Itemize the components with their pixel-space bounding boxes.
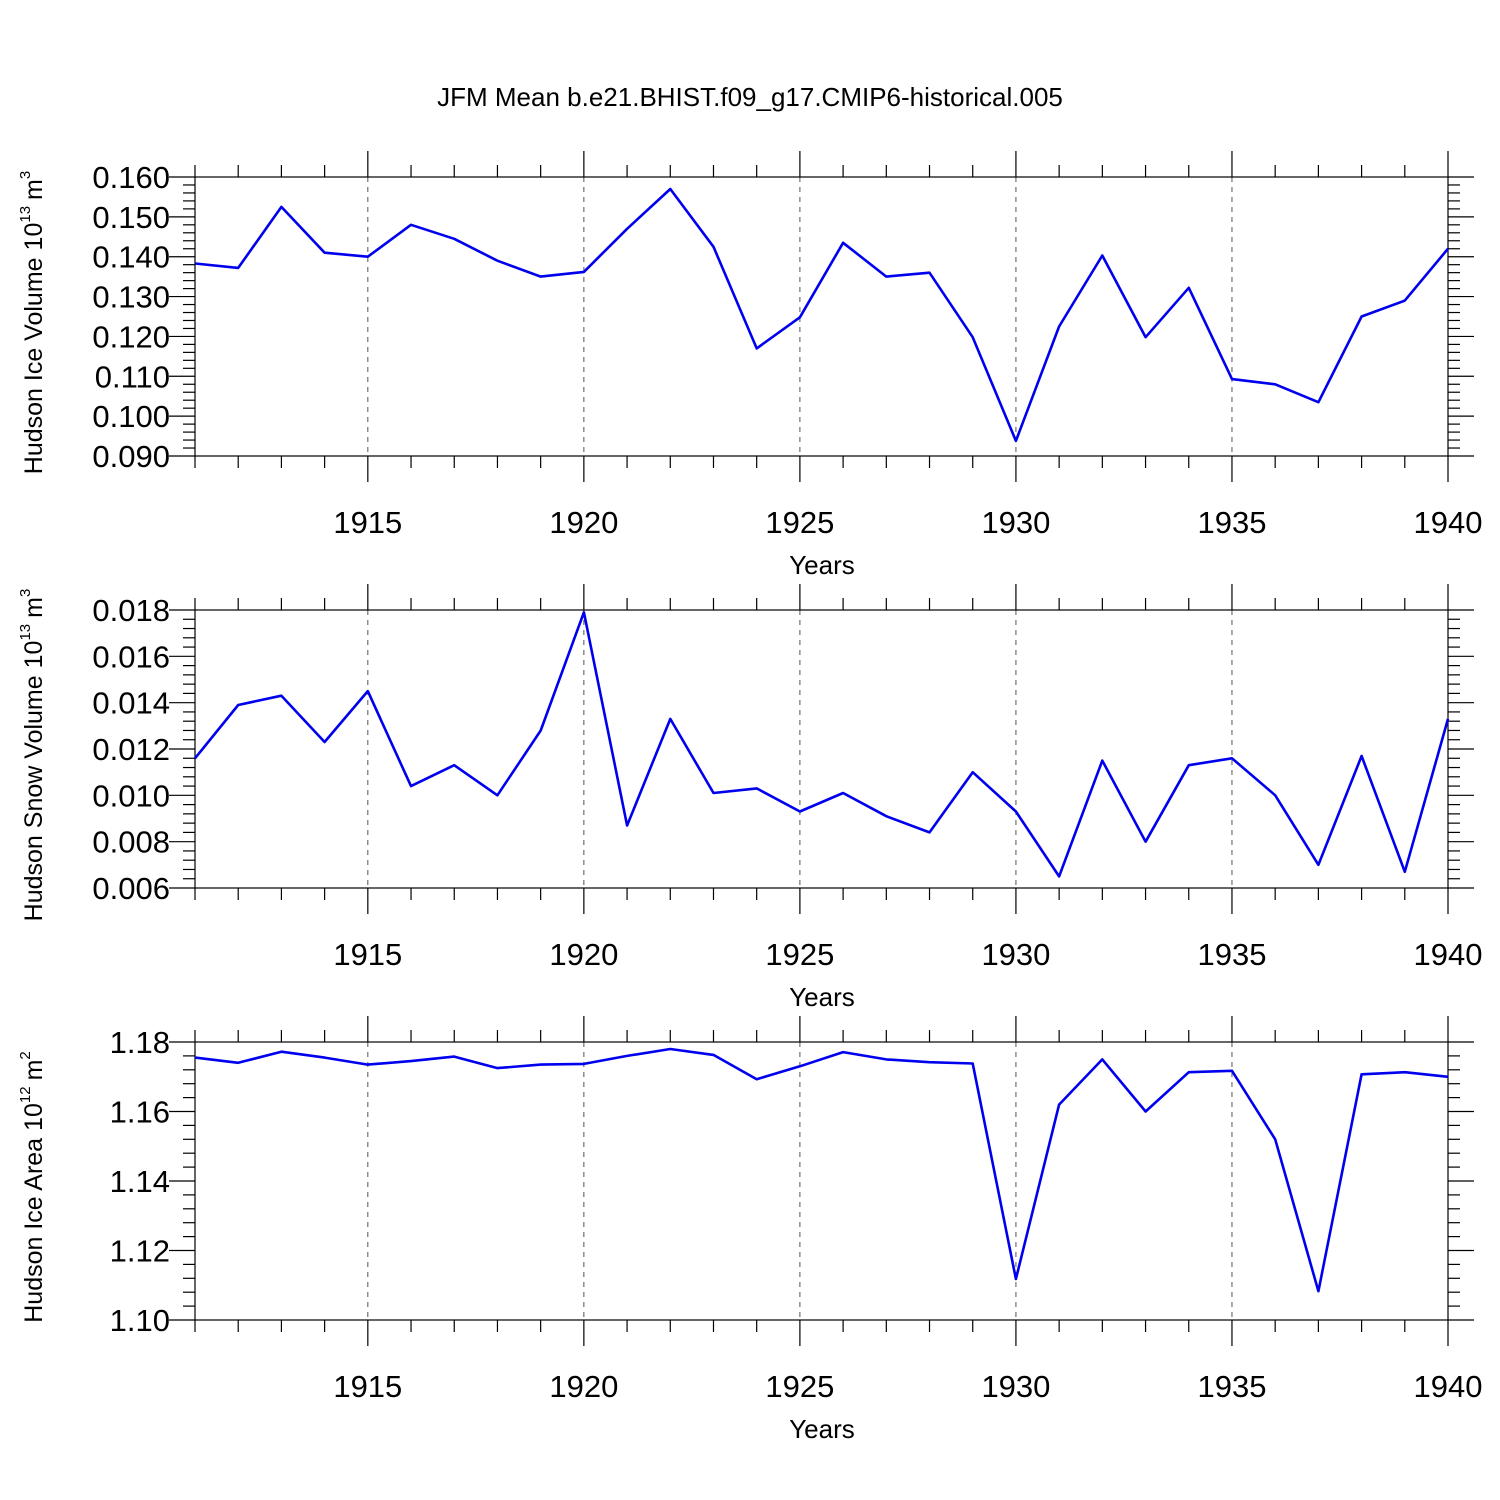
y-unit-exponent: 13 (17, 206, 34, 223)
chart-title: JFM Mean b.e21.BHIST.f09_g17.CMIP6-histo… (437, 82, 1063, 112)
x-tick-label: 1925 (765, 937, 834, 972)
y-axis-label: Hudson Snow Volume 1013 m3 (17, 589, 48, 922)
y-unit-power: 3 (17, 589, 34, 597)
x-tick-label: 1925 (765, 505, 834, 540)
x-tick-label: 1935 (1197, 937, 1266, 972)
y-tick-label: 0.110 (95, 359, 170, 394)
series-line-ice-area (194, 1047, 1449, 1293)
x-tick-label: 1940 (1414, 505, 1483, 540)
x-tick-label: 1935 (1197, 505, 1266, 540)
series-line-snow-volume (193, 610, 1450, 878)
plot-frame (194, 609, 1449, 889)
y-unit-power: 3 (17, 171, 34, 179)
y-tick-label: 0.150 (92, 200, 170, 235)
y-tick-label: 0.012 (92, 732, 170, 767)
x-tick-label: 1940 (1414, 937, 1483, 972)
y-unit-power: 2 (17, 1051, 34, 1059)
x-axis-label: Years (789, 982, 855, 1012)
series-line-ice-volume (194, 187, 1449, 443)
x-tick-label: 1925 (765, 1369, 834, 1404)
y-tick-label: 1.16 (110, 1095, 170, 1130)
x-tick-label: 1930 (981, 937, 1050, 972)
y-unit: m (20, 1060, 48, 1081)
x-tick-label: 1915 (333, 505, 402, 540)
y-tick-label: 1.18 (110, 1025, 170, 1060)
y-tick-label: 1.12 (110, 1234, 170, 1269)
y-tick-label: 0.090 (92, 439, 170, 474)
panel-ice-area: 1.10 1.12 1.14 1.16 1.18 1915 1920 1925 1930 1935… (17, 1016, 1482, 1444)
y-tick-label: 0.008 (92, 825, 170, 860)
y-tick-label: 1.14 (110, 1164, 170, 1199)
x-tick-label: 1920 (549, 1369, 618, 1404)
y-axis-label-text: Hudson Snow Volume (20, 675, 48, 921)
y-tick-label: 0.018 (92, 593, 170, 628)
panel-ice-volume: 0.090 0.100 0.110 0.120 0.130 0.140 0.150 0.160… (17, 151, 1482, 580)
y-tick-label: 0.140 (92, 240, 170, 275)
y-tick-label: 0.006 (92, 871, 170, 906)
x-tick-label: 1930 (981, 505, 1050, 540)
y-axis-label: Hudson Ice Volume 1013 m3 (17, 171, 48, 474)
y-unit-base: 10 (20, 1103, 48, 1131)
y-axis-label: Hudson Ice Area 1012 m2 (17, 1051, 48, 1323)
y-unit: m (20, 179, 48, 200)
panel-snow-volume: 0.006 0.008 0.010 0.012 0.014 0.016 0.018 1915 1… (17, 584, 1482, 1012)
y-tick-label: 0.100 (92, 399, 170, 434)
y-tick-label: 1.10 (110, 1303, 170, 1338)
x-tick-label: 1920 (549, 937, 618, 972)
x-tick-label: 1935 (1197, 1369, 1266, 1404)
y-tick-label: 0.010 (92, 778, 170, 813)
x-axis-label: Years (789, 1414, 855, 1444)
plot-frame (194, 1041, 1449, 1321)
plot-frame (194, 176, 1449, 457)
y-tick-label: 0.120 (92, 319, 170, 354)
y-axis-label-text: Hudson Ice Volume (20, 257, 48, 474)
y-unit-base: 10 (20, 223, 48, 251)
x-tick-label: 1920 (549, 505, 618, 540)
y-axis-label-text: Hudson Ice Area (20, 1138, 48, 1323)
y-unit-exponent: 12 (17, 1086, 34, 1103)
y-tick-label: 0.130 (92, 280, 170, 315)
y-unit-base: 10 (20, 641, 48, 669)
x-tick-label: 1940 (1414, 1369, 1483, 1404)
y-unit: m (20, 597, 48, 618)
y-tick-label: 0.016 (92, 639, 170, 674)
x-axis-label: Years (789, 550, 855, 580)
x-tick-label: 1915 (333, 1369, 402, 1404)
x-tick-label: 1915 (333, 937, 402, 972)
y-tick-label: 0.014 (92, 686, 170, 721)
y-tick-label: 0.160 (92, 160, 170, 195)
x-tick-label: 1930 (981, 1369, 1050, 1404)
y-unit-exponent: 13 (17, 624, 34, 641)
